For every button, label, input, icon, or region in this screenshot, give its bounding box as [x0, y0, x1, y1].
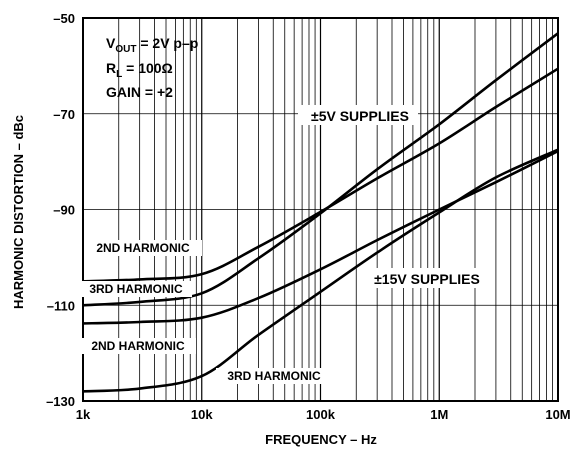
y-tick-label: –130 — [46, 394, 75, 409]
label-2nd-harmonic-15v: 2ND HARMONIC — [91, 339, 185, 353]
series-line-15v-3rd — [82, 148, 559, 393]
supplies-15v-label-bg — [362, 268, 492, 288]
label-3rd-upper-bg — [80, 281, 192, 297]
y-tick-label: –50 — [53, 11, 75, 26]
x-tick-label: 100k — [306, 407, 336, 422]
label-2nd-upper-bg — [84, 240, 202, 256]
x-tick-label: 1M — [430, 407, 448, 422]
label-2nd-lower-bg — [80, 338, 196, 354]
series-layer — [82, 32, 559, 393]
y-tick-label: –70 — [53, 107, 75, 122]
series-line-5v-3rd — [82, 32, 559, 307]
annotations: ±5V SUPPLIES ±15V SUPPLIES 2ND HARMONIC … — [80, 105, 492, 384]
x-tick-label: 10M — [545, 407, 570, 422]
supplies-15v-label: ±15V SUPPLIES — [374, 271, 480, 287]
label-2nd-harmonic-5v: 2ND HARMONIC — [96, 241, 190, 255]
x-axis-title: FREQUENCY – Hz — [265, 432, 377, 447]
y-tick-label: –90 — [53, 203, 75, 218]
supplies-5v-label-bg — [298, 105, 418, 125]
test-conditions: VOUT = 2V p–p RL = 100Ω GAIN = +2 — [106, 35, 198, 100]
condition-vout: VOUT = 2V p–p — [106, 35, 198, 55]
y-axis-title: HARMONIC DISTORTION – dBc — [11, 115, 26, 309]
x-tick-label: 10k — [191, 407, 213, 422]
label-3rd-lower-bg — [216, 368, 332, 384]
plot-frame — [82, 17, 559, 402]
condition-rl: RL = 100Ω — [106, 60, 173, 80]
y-tick-label: –110 — [47, 298, 75, 313]
tick-label-layer: 1k 10k 100k 1M 10M –50 –70 –90 –110 –130 — [46, 11, 571, 422]
x-tick-label: 1k — [76, 407, 91, 422]
condition-gain: GAIN = +2 — [106, 84, 173, 100]
label-3rd-harmonic-15v: 3RD HARMONIC — [227, 369, 321, 383]
label-3rd-harmonic-5v: 3RD HARMONIC — [89, 282, 183, 296]
supplies-5v-label: ±5V SUPPLIES — [311, 108, 409, 124]
series-line-15v-2nd — [82, 149, 559, 325]
